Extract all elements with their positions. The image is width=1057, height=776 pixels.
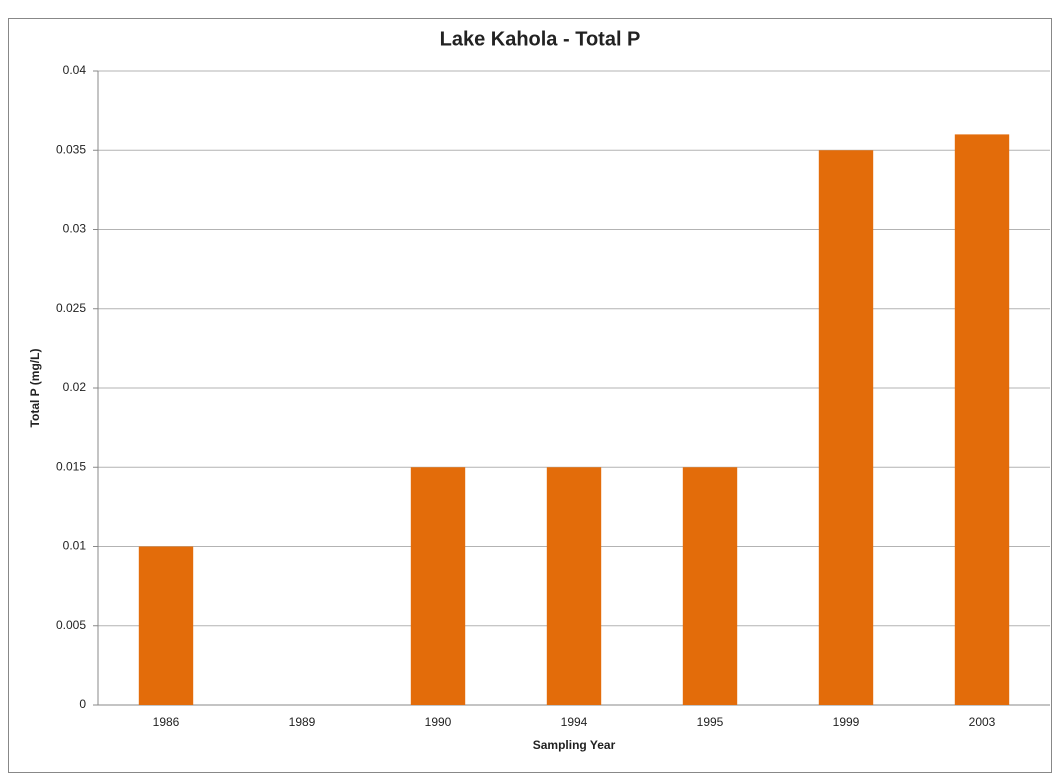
bar: [682, 467, 738, 705]
y-tick-label: 0.005: [56, 618, 86, 632]
y-tick-label: 0.035: [56, 142, 86, 156]
x-tick-label: 1995: [697, 715, 724, 729]
bar: [546, 467, 602, 705]
y-tick-label: 0.03: [63, 222, 87, 236]
x-axis-title: Sampling Year: [533, 738, 616, 752]
chart-title: Lake Kahola - Total P: [440, 28, 641, 50]
x-tick-label: 1986: [153, 715, 180, 729]
y-tick-label: 0.02: [63, 380, 87, 394]
bar: [818, 150, 874, 705]
y-tick-label: 0: [79, 697, 86, 711]
x-tick-label: 1999: [833, 715, 860, 729]
y-tick-label: 0.04: [63, 63, 87, 77]
x-tick-label: 2003: [969, 715, 996, 729]
x-tick-label: 1989: [289, 715, 316, 729]
x-tick-label: 1990: [425, 715, 452, 729]
bar: [954, 134, 1010, 705]
bar: [138, 546, 194, 705]
y-axis-title: Total P (mg/L): [28, 349, 42, 428]
bar: [410, 467, 466, 705]
y-tick-label: 0.015: [56, 459, 86, 473]
y-tick-label: 0.01: [63, 539, 87, 553]
x-tick-label: 1994: [561, 715, 588, 729]
y-tick-label: 0.025: [56, 301, 86, 315]
